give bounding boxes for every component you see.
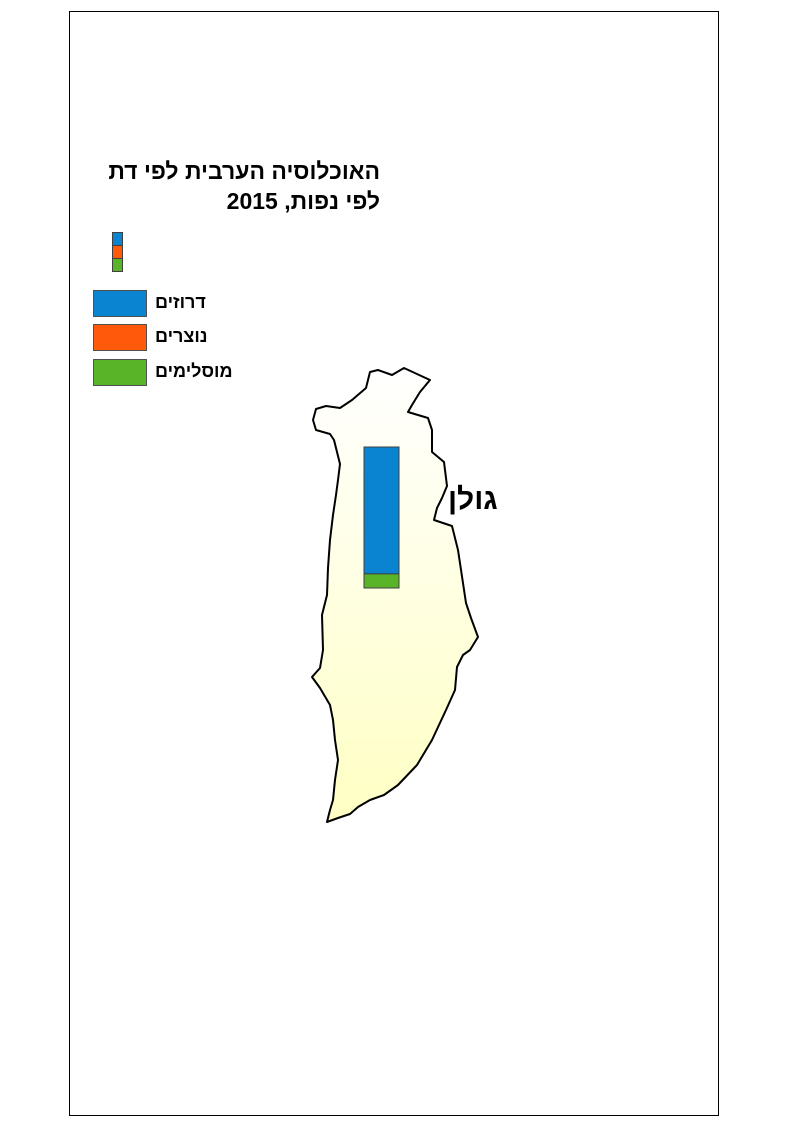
legend-swatch-muslim — [93, 359, 147, 386]
legend-item-christian: נוצרים — [93, 324, 253, 351]
map-frame — [69, 11, 719, 1116]
legend-item-muslim: מוסלימים — [93, 359, 253, 386]
legend-swatch-christian — [93, 324, 147, 351]
legend-label-christian: נוצרים — [155, 326, 208, 346]
bar-segment-druze — [363, 446, 400, 575]
map-title-line2: לפי נפות, 2015 — [226, 188, 380, 214]
map-title: האוכלוסיה הערבית לפי דת לפי נפות, 2015 — [84, 156, 380, 216]
golan-region-shape — [311, 367, 479, 823]
map-title-line1: האוכלוסיה הערבית לפי דת — [108, 158, 380, 184]
bar-segment-muslim — [363, 573, 400, 589]
golan-stacked-bar — [363, 446, 400, 589]
legend-item-druze: דרוזים — [93, 290, 253, 317]
region-label-golan: גולן — [448, 483, 498, 516]
legend-mini-muslim — [112, 258, 123, 272]
legend-label-muslim: מוסלימים — [155, 361, 233, 381]
legend-mini-stack — [112, 232, 123, 272]
legend-label-druze: דרוזים — [155, 292, 206, 312]
legend-swatch-druze — [93, 290, 147, 317]
